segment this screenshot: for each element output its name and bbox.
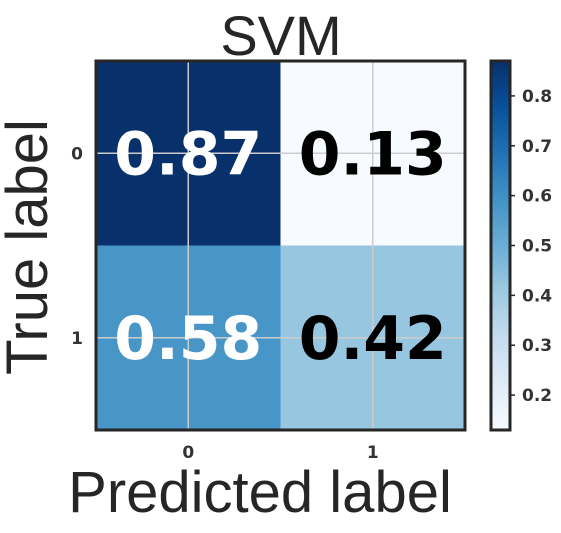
colorbar-tick-label: 0.2	[522, 386, 552, 406]
x-tick-label: 1	[367, 443, 379, 463]
cell-value-label: 0.42	[299, 304, 447, 374]
chart-title: SVM	[220, 4, 341, 67]
colorbar-ticks: 0.2 0.3 0.4 0.5 0.6 0.7 0.8	[510, 87, 552, 406]
colorbar	[489, 59, 512, 432]
x-axis-label: Predicted label	[68, 460, 452, 525]
colorbar-tick-label: 0.6	[522, 187, 552, 207]
x-tick-label: 0	[182, 443, 194, 463]
heatmap-cells	[96, 61, 465, 430]
cell-value-label: 0.58	[114, 304, 262, 374]
colorbar-tick-label: 0.4	[522, 286, 552, 306]
colorbar-tick-label: 0.7	[522, 137, 552, 157]
cell-value-label: 0.87	[114, 119, 262, 189]
y-tick-labels: 01	[71, 144, 83, 349]
plot-frame	[94, 59, 467, 432]
y-axis-label: True label	[0, 119, 60, 375]
y-tick-label: 0	[71, 144, 83, 164]
y-tick-label: 1	[71, 329, 83, 349]
colorbar-tick-label: 0.8	[522, 87, 552, 107]
cell-value-labels: 0.87 0.13 0.58 0.42	[114, 119, 447, 374]
colorbar-tick-label: 0.3	[522, 336, 552, 356]
colorbar-tick-label: 0.5	[522, 237, 552, 257]
grid-lines	[96, 61, 465, 430]
cell-value-label: 0.13	[299, 119, 447, 189]
